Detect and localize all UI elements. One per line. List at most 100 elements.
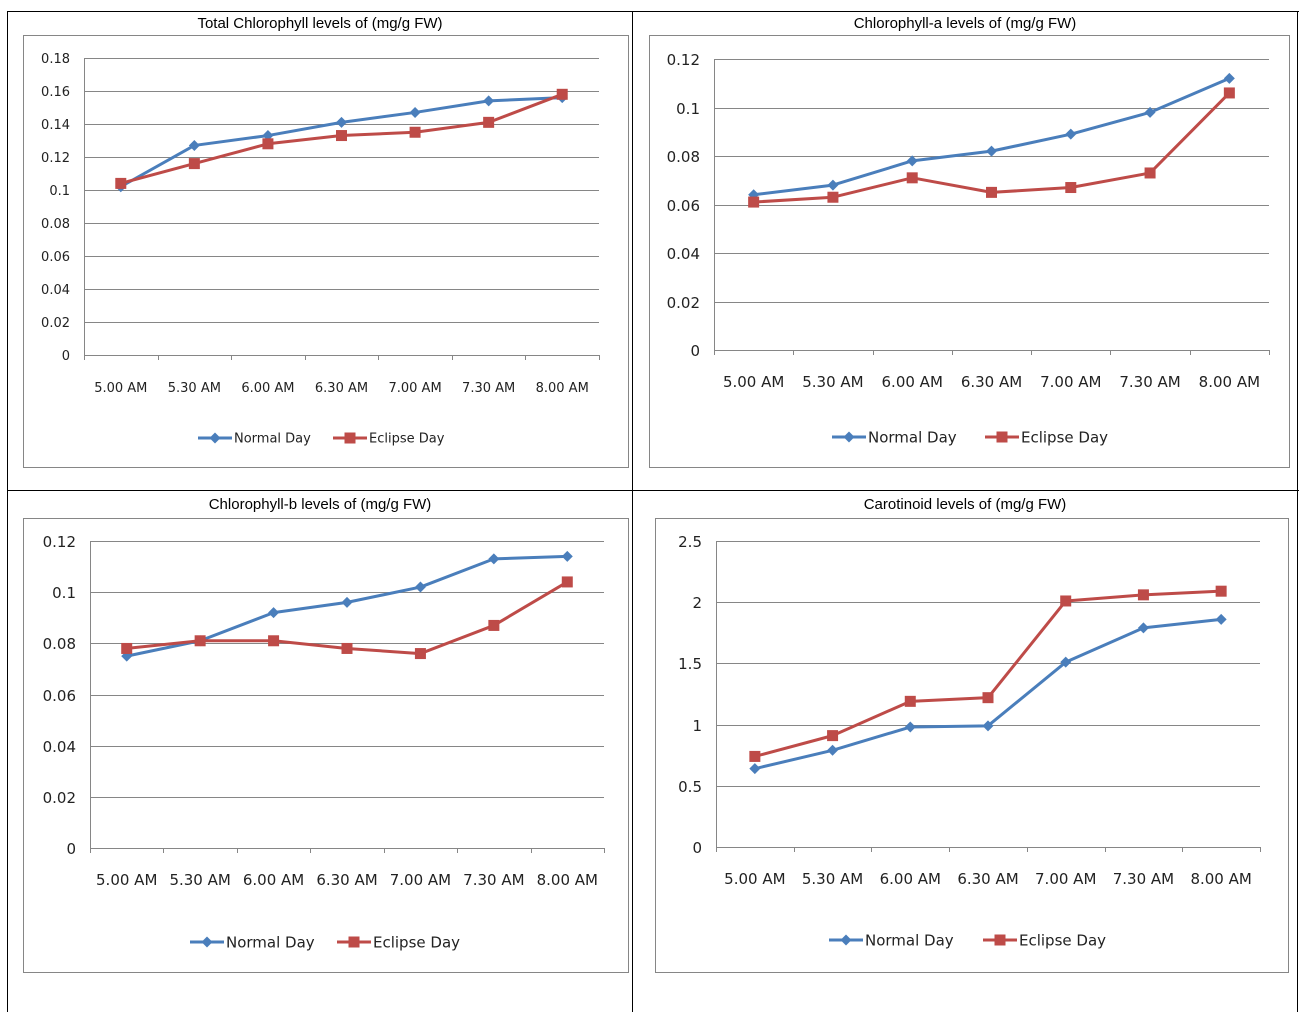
y-tick-label: 1 (692, 717, 702, 735)
y-tick-label: 0.04 (41, 283, 70, 298)
y-tick-label: 0 (62, 349, 70, 364)
legend-label-eclipse: Eclipse Day (373, 933, 460, 951)
y-tick-label: 2 (692, 594, 702, 612)
panel-title-chl-a: Chlorophyll-a levels of (mg/g FW) (853, 15, 1077, 32)
y-tick-label: 0.12 (43, 533, 76, 551)
data-point-eclipse (488, 619, 500, 631)
y-tick-label: 0 (692, 839, 702, 857)
chart-frame (649, 35, 1290, 468)
data-point-normal (268, 607, 280, 619)
data-point-normal (1144, 106, 1156, 118)
data-point-eclipse (121, 642, 133, 654)
data-point-normal (1065, 128, 1077, 140)
chart-frame (23, 518, 629, 973)
y-tick-label: 0.12 (41, 151, 70, 166)
grid-border-left (7, 11, 8, 1012)
y-tick-label: 0.5 (678, 778, 702, 796)
x-tick-label: 5.30 AM (169, 871, 230, 889)
data-point-eclipse (1060, 595, 1072, 607)
data-point-eclipse (188, 158, 200, 170)
legend-label-eclipse: Eclipse Day (369, 432, 445, 447)
x-tick-label: 6.30 AM (316, 871, 377, 889)
x-tick-label: 5.00 AM (724, 870, 785, 888)
x-tick-label: 6.00 AM (243, 871, 304, 889)
data-point-eclipse (115, 177, 127, 189)
data-point-normal (483, 95, 495, 107)
legend-marker-eclipse (996, 431, 1008, 443)
x-tick-label: 5.00 AM (94, 381, 147, 396)
data-point-eclipse (341, 642, 353, 654)
grid-divider-horizontal (7, 490, 1299, 491)
x-tick-label: 8.00 AM (1190, 870, 1251, 888)
legend-marker-eclipse (994, 934, 1006, 946)
y-tick-label: 0.04 (43, 738, 76, 756)
data-point-eclipse (982, 692, 994, 704)
legend-label-eclipse: Eclipse Day (1019, 931, 1106, 949)
data-point-eclipse (194, 635, 206, 647)
data-point-eclipse (336, 130, 347, 142)
chart-frame (655, 518, 1289, 973)
y-tick-label: 0.18 (41, 52, 70, 67)
y-tick-label: 1.5 (678, 655, 702, 673)
y-tick-label: 0.16 (41, 85, 70, 100)
data-point-normal (188, 139, 200, 151)
x-tick-label: 6.30 AM (961, 373, 1022, 391)
x-tick-label: 8.00 AM (1199, 373, 1260, 391)
legend-marker-normal (843, 431, 855, 443)
legend-label-normal: Normal Day (226, 933, 315, 951)
y-tick-label: 0.02 (667, 294, 700, 312)
data-point-eclipse (1215, 585, 1227, 597)
data-point-normal (488, 553, 500, 565)
data-point-eclipse (262, 138, 274, 150)
legend-label-normal: Normal Day (868, 428, 957, 446)
data-point-normal (561, 550, 573, 562)
x-tick-label: 7.30 AM (462, 381, 515, 396)
data-point-eclipse (904, 695, 916, 707)
grid-divider-vertical (632, 11, 633, 1012)
data-point-normal (982, 720, 994, 732)
y-tick-label: 0.06 (43, 687, 76, 705)
data-point-normal (749, 763, 761, 775)
y-tick-label: 0 (66, 840, 76, 858)
legend-marker-eclipse (344, 432, 356, 444)
y-tick-label: 0.04 (667, 245, 700, 263)
y-tick-label: 0.02 (41, 316, 70, 331)
x-tick-label: 7.00 AM (1035, 870, 1096, 888)
data-point-eclipse (906, 172, 918, 184)
legend-label-normal: Normal Day (865, 931, 954, 949)
x-tick-label: 7.30 AM (463, 871, 524, 889)
x-tick-label: 5.00 AM (723, 373, 784, 391)
legend-marker-normal (209, 432, 221, 444)
x-tick-label: 7.30 AM (1113, 870, 1174, 888)
y-tick-label: 0.06 (667, 197, 700, 215)
data-point-eclipse (414, 648, 426, 660)
x-tick-label: 5.30 AM (802, 870, 863, 888)
y-tick-label: 0.08 (43, 635, 76, 653)
y-tick-label: 0.12 (667, 51, 700, 69)
data-point-normal (336, 116, 347, 128)
y-tick-label: 0.14 (41, 118, 70, 133)
x-tick-label: 6.30 AM (957, 870, 1018, 888)
legend-marker-normal (201, 936, 213, 948)
data-point-normal (986, 145, 997, 157)
x-tick-label: 6.00 AM (241, 381, 294, 396)
data-point-normal (827, 744, 839, 756)
legend-marker-eclipse (348, 936, 360, 948)
series-line-eclipse (754, 589, 1222, 758)
data-point-normal (904, 721, 916, 733)
x-tick-label: 7.00 AM (390, 871, 451, 889)
y-tick-label: 0.06 (41, 250, 70, 265)
data-point-eclipse (1144, 167, 1156, 179)
panel-title-carotinoid: Carotinoid levels of (mg/g FW) (863, 496, 1067, 513)
data-point-normal (1137, 622, 1149, 634)
data-point-eclipse (556, 88, 568, 100)
data-point-eclipse (1065, 182, 1077, 194)
panel-title-chl-b: Chlorophyll-b levels of (mg/g FW) (208, 496, 432, 513)
data-point-normal (409, 106, 421, 118)
x-tick-label: 5.30 AM (168, 381, 221, 396)
y-tick-label: 0.08 (41, 217, 70, 232)
